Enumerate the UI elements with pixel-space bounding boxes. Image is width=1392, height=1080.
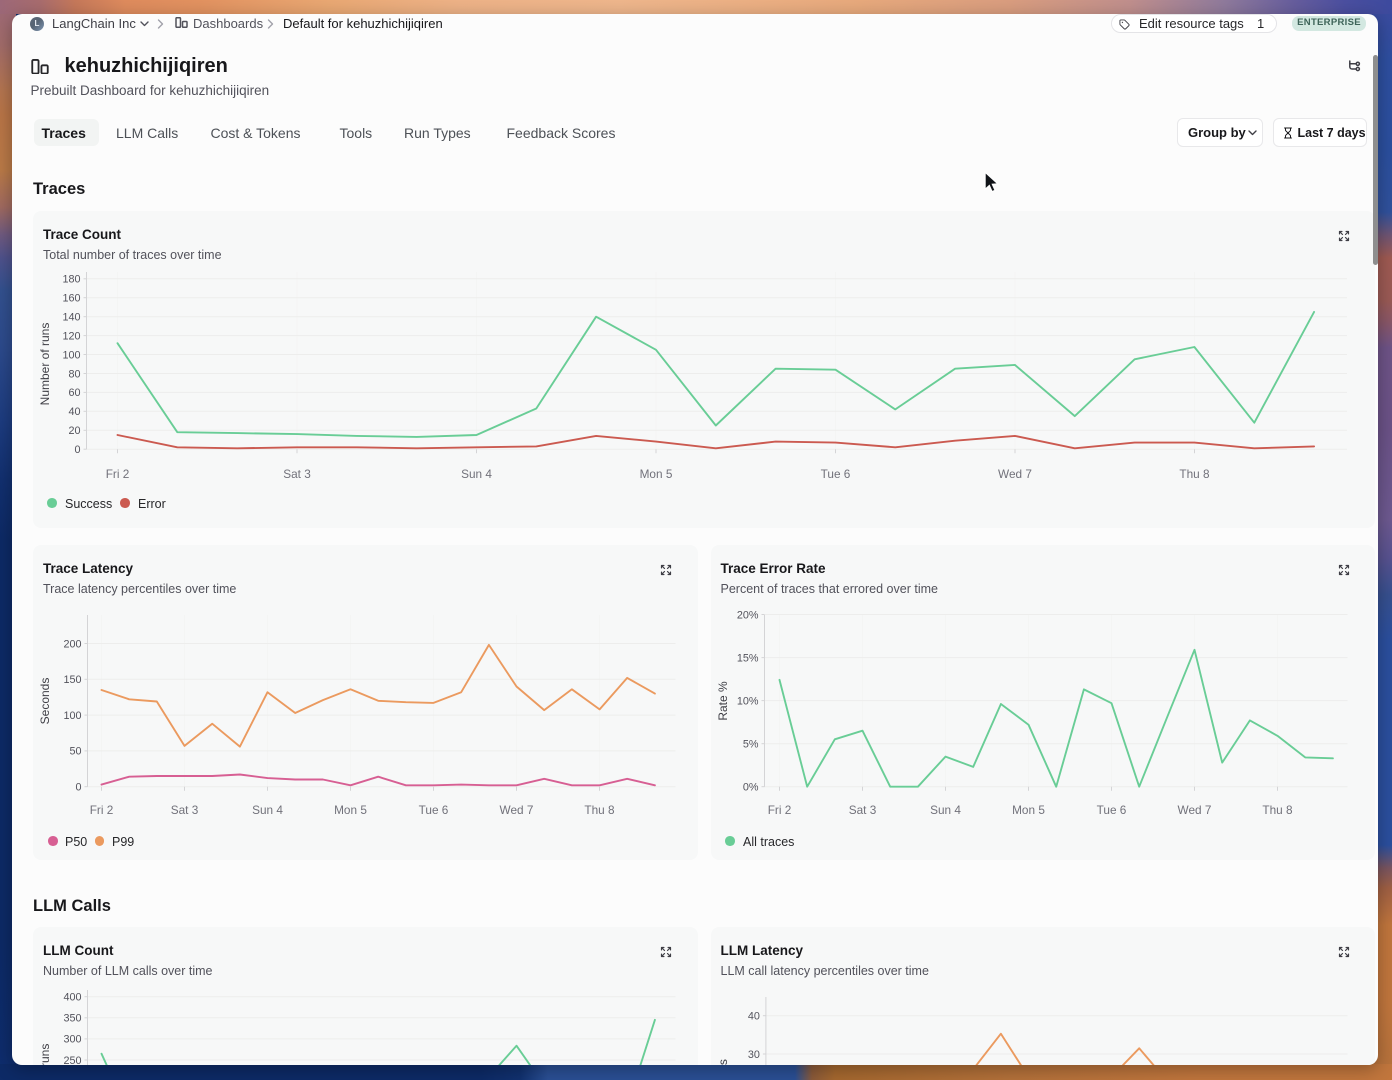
svg-text:350: 350 bbox=[63, 1013, 81, 1025]
svg-text:0%: 0% bbox=[742, 782, 758, 794]
svg-text:Number of runs: Number of runs bbox=[38, 323, 52, 406]
svg-text:50: 50 bbox=[69, 746, 81, 758]
svg-text:150: 150 bbox=[63, 674, 81, 686]
svg-text:200: 200 bbox=[63, 638, 81, 650]
svg-text:Mon 5: Mon 5 bbox=[334, 803, 367, 817]
svg-text:40: 40 bbox=[747, 1011, 759, 1023]
svg-text:180: 180 bbox=[62, 274, 80, 286]
svg-text:Thu 8: Thu 8 bbox=[1262, 803, 1293, 817]
svg-text:160: 160 bbox=[62, 293, 80, 305]
svg-text:Sun 4: Sun 4 bbox=[930, 803, 961, 817]
svg-text:Seconds: Seconds bbox=[716, 1059, 730, 1065]
svg-text:Tue 6: Tue 6 bbox=[1096, 803, 1126, 817]
svg-text:30: 30 bbox=[747, 1049, 759, 1061]
svg-text:Fri 2: Fri 2 bbox=[767, 803, 791, 817]
svg-text:80: 80 bbox=[68, 368, 80, 380]
svg-text:Thu 8: Thu 8 bbox=[1179, 467, 1210, 481]
svg-text:20: 20 bbox=[68, 425, 80, 437]
svg-text:0: 0 bbox=[74, 444, 80, 456]
svg-text:Sat 3: Sat 3 bbox=[171, 803, 199, 817]
svg-text:Wed 7: Wed 7 bbox=[998, 467, 1032, 481]
svg-text:Tue 6: Tue 6 bbox=[419, 803, 449, 817]
svg-text:140: 140 bbox=[62, 312, 80, 324]
svg-text:15%: 15% bbox=[736, 652, 758, 664]
svg-text:Fri 2: Fri 2 bbox=[106, 467, 130, 481]
svg-text:120: 120 bbox=[62, 330, 80, 342]
svg-text:Sun 4: Sun 4 bbox=[461, 467, 492, 481]
svg-text:Fri 2: Fri 2 bbox=[90, 803, 114, 817]
svg-text:10%: 10% bbox=[736, 695, 758, 707]
svg-text:Wed 7: Wed 7 bbox=[500, 803, 534, 817]
svg-text:Number of runs: Number of runs bbox=[38, 1044, 52, 1065]
svg-text:Sun 4: Sun 4 bbox=[252, 803, 283, 817]
svg-text:Sat 3: Sat 3 bbox=[848, 803, 876, 817]
svg-text:Mon 5: Mon 5 bbox=[1012, 803, 1045, 817]
svg-text:20%: 20% bbox=[736, 609, 758, 621]
svg-text:300: 300 bbox=[63, 1034, 81, 1046]
svg-text:Wed 7: Wed 7 bbox=[1177, 803, 1211, 817]
svg-text:5%: 5% bbox=[742, 739, 758, 751]
svg-text:0: 0 bbox=[75, 782, 81, 794]
svg-text:Seconds: Seconds bbox=[38, 678, 52, 725]
svg-text:100: 100 bbox=[62, 349, 80, 361]
svg-text:60: 60 bbox=[68, 387, 80, 399]
svg-text:Sat 3: Sat 3 bbox=[283, 467, 311, 481]
svg-text:Thu 8: Thu 8 bbox=[584, 803, 615, 817]
svg-text:40: 40 bbox=[68, 406, 80, 418]
svg-text:100: 100 bbox=[63, 710, 81, 722]
svg-text:Rate %: Rate % bbox=[716, 681, 730, 721]
svg-text:Tue 6: Tue 6 bbox=[821, 467, 851, 481]
svg-text:250: 250 bbox=[63, 1055, 81, 1065]
svg-text:400: 400 bbox=[63, 992, 81, 1004]
svg-text:Mon 5: Mon 5 bbox=[640, 467, 673, 481]
